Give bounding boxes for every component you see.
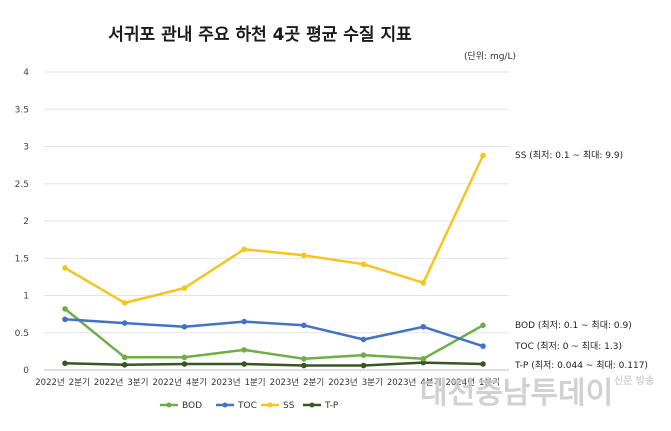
x-tick-label: 2022년 [152, 377, 181, 388]
legend-label: BOD [182, 401, 202, 411]
data-point [480, 152, 486, 159]
data-point [360, 336, 367, 343]
legend-marker [267, 402, 273, 408]
x-tick-label: 2023년 [387, 377, 416, 388]
data-point [121, 361, 128, 368]
series-lines [62, 152, 486, 369]
series-annotation: TOC (최저: 0 ~ 최대: 1.3) [514, 341, 622, 352]
x-tick-label: 1분기 [479, 378, 500, 388]
data-point [181, 354, 188, 361]
watermark-logo: 대전충남투데이 신문 방송 [420, 374, 654, 411]
data-point [420, 356, 427, 362]
legend-item: TOC [216, 401, 257, 411]
series-line [64, 154, 485, 305]
x-tick-label: 2023년 [328, 377, 357, 388]
legend-marker [222, 402, 228, 408]
x-tick-label: 2022년 [35, 377, 64, 388]
y-axis-ticks: 0 0.5 1 1.5 2 2.5 3 3.5 4 [15, 68, 30, 376]
x-tick-label: 2024년 [445, 377, 474, 388]
y-tick-label: 1.5 [15, 254, 29, 264]
y-tick-label: 3.5 [15, 105, 29, 115]
data-point [181, 361, 188, 367]
y-tick-label: 1 [23, 292, 29, 302]
data-point [241, 318, 247, 325]
series-toc [62, 316, 486, 349]
series-bod [62, 306, 486, 362]
data-point [360, 362, 367, 369]
series-line [64, 318, 484, 348]
data-point [480, 322, 486, 329]
legend-label: T-P [324, 401, 339, 411]
data-point [301, 322, 307, 329]
data-point [181, 323, 188, 330]
x-tick-label: 4분기 [420, 378, 441, 388]
x-tick-label: 4분기 [186, 378, 207, 388]
legend-label: SS [283, 401, 295, 411]
x-axis-ticks: 2022년 2분기 2022년 3분기 2022년 4분기 2023년 1분기 2023년 2분기… [35, 377, 500, 388]
watermark-sub: 신문 방송 [614, 374, 654, 387]
data-point [420, 323, 427, 330]
series-annotation: SS (최저: 0.1 ~ 최대: 9.9) [515, 150, 623, 161]
x-tick-label: 2분기 [69, 378, 90, 388]
legend-marker [166, 402, 172, 408]
y-tick-label: 2 [23, 217, 29, 227]
x-tick-label: 2분기 [303, 378, 324, 388]
x-tick-label: 1분기 [245, 378, 266, 388]
y-tick-label: 0.5 [15, 329, 29, 339]
data-point [241, 246, 247, 253]
series-ss [62, 152, 486, 306]
data-point [301, 252, 307, 259]
data-point [241, 347, 247, 353]
legend-item: BOD [160, 401, 202, 411]
data-point [62, 306, 68, 312]
series-line [64, 361, 484, 367]
data-point [480, 361, 486, 367]
series-annotation: BOD (최저: 0.1 ~ 최대: 0.9) [515, 320, 632, 331]
legend: BOD TOC SS T-P [160, 401, 339, 411]
data-point [420, 280, 427, 286]
data-point [121, 300, 128, 306]
data-point [62, 316, 68, 323]
legend-item: T-P [303, 401, 339, 411]
data-point [181, 285, 188, 291]
legend-item: SS [261, 401, 295, 411]
data-point [121, 320, 128, 326]
legend-marker [309, 402, 315, 408]
legend-label: TOC [237, 401, 257, 411]
chart-title: 서귀포 관내 주요 하천 4곳 평균 수질 지표 [108, 24, 412, 45]
x-tick-label: 2023년 [211, 377, 240, 388]
unit-note: (단위: mg/L) [464, 51, 516, 62]
y-tick-label: 0 [23, 366, 29, 376]
data-point [360, 261, 367, 268]
data-point [301, 356, 307, 362]
x-tick-label: 3분기 [127, 378, 148, 388]
y-tick-label: 3 [23, 143, 29, 153]
grid [44, 71, 509, 371]
y-tick-label: 2.5 [15, 180, 29, 190]
data-point [62, 360, 68, 367]
data-point [360, 352, 367, 358]
watermark-text: 대전충남투데이 [420, 376, 613, 411]
y-tick-label: 4 [23, 68, 29, 78]
series-annotations: SS (최저: 0.1 ~ 최대: 9.9) BOD (최저: 0.1 ~ 최대:… [514, 150, 648, 371]
x-tick-label: 3분기 [362, 378, 383, 388]
x-tick-label: 2022년 [94, 377, 123, 388]
data-point [301, 362, 307, 369]
x-tick-label: 2023년 [270, 377, 299, 388]
series-annotation: T-P (최저: 0.044 ~ 최대: 0.117) [514, 360, 648, 371]
series-line [64, 307, 484, 361]
data-point [121, 354, 128, 361]
data-point [480, 343, 486, 349]
data-point [62, 265, 68, 271]
data-point [241, 361, 247, 367]
